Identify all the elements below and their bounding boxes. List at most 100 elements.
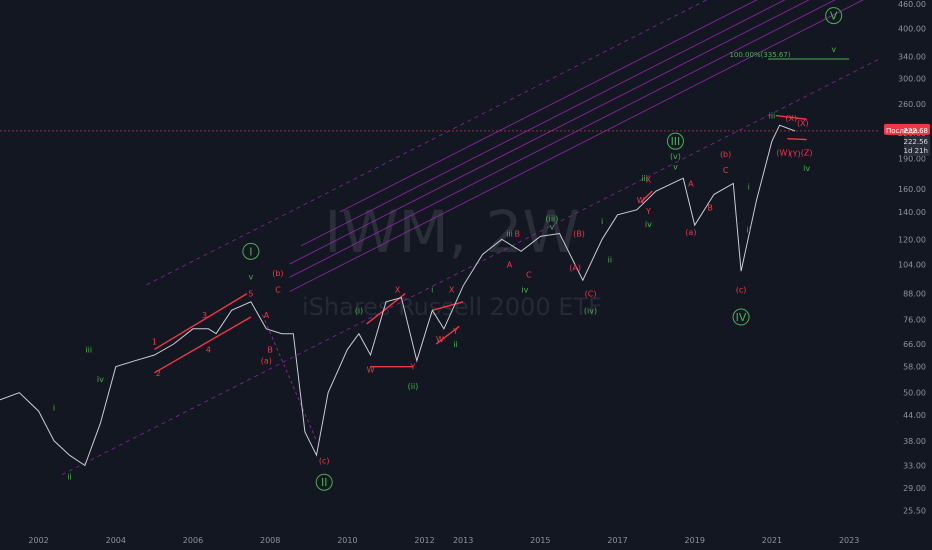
wave-label: 2 — [156, 369, 161, 378]
wave-label: i — [748, 183, 750, 192]
x-tick-label: 2010 — [337, 536, 357, 545]
price-axis[interactable]: 25.50 29.00 33.00 38.00 44.00 50.00 58.00 66.00… — [898, 0, 926, 516]
wave-label: i — [431, 286, 433, 295]
last-price-tag: Последн. 222.68 222.56 1d 21h — [884, 123, 930, 156]
wave-label: (X) — [785, 114, 797, 123]
wave-label: IV — [736, 311, 747, 324]
wave-label: (iii) — [545, 215, 558, 224]
red-trend-line — [787, 138, 807, 141]
target-label: 100.00%(335.67) — [729, 51, 790, 59]
channel-lines — [61, 0, 881, 476]
wave-label: C — [275, 286, 281, 295]
y-tick-label: 88.00 — [903, 290, 926, 299]
y-tick-label: 160.00 — [898, 185, 926, 194]
wave-label: C — [723, 166, 729, 175]
x-tick-label: 2013 — [453, 536, 473, 545]
x-tick-label: 2023 — [839, 536, 859, 545]
wave-label: X — [646, 175, 652, 184]
wave-label: iv — [803, 164, 810, 173]
wave-label: III — [671, 135, 681, 148]
wave-circle — [315, 473, 333, 491]
wave-label: (Z) — [801, 148, 813, 157]
last-price-tag-label: Последн. — [886, 127, 920, 135]
wave-label: 3 — [202, 311, 207, 320]
upper-dashed-channel — [146, 0, 708, 286]
wave-label: V — [830, 10, 838, 23]
x-tick-label: 2019 — [685, 536, 705, 545]
wave-label: iv — [97, 375, 104, 384]
wave-label: ii — [747, 225, 751, 234]
wave-label: v — [831, 45, 836, 54]
wave-label: iii — [641, 174, 648, 183]
wave-label: Y — [452, 327, 458, 336]
wave-circle — [825, 7, 843, 25]
y-tick-label: 140.00 — [898, 208, 926, 217]
wave-label: ii — [67, 472, 71, 481]
red-trend-line — [154, 293, 248, 351]
x-tick-label: 2004 — [106, 536, 126, 545]
lower-dashed-channel — [61, 58, 881, 476]
channel-line-d — [300, 0, 786, 247]
close-price-value: 222.56 — [904, 138, 929, 146]
wave-label: II — [321, 476, 328, 489]
wave-label: I — [249, 245, 252, 258]
channel-line-a — [289, 0, 864, 293]
red-trend-line — [435, 325, 460, 345]
wave-label: (v) — [670, 152, 681, 161]
wave-label: 5 — [248, 290, 253, 299]
wave-label: C — [526, 271, 532, 280]
x-tick-label: 2021 — [762, 536, 782, 545]
wave-label: X — [449, 286, 455, 295]
x-tick-label: 2002 — [28, 536, 48, 545]
wave-circle — [242, 242, 260, 260]
price-series-line — [0, 124, 796, 467]
y-tick-label: 76.00 — [903, 315, 926, 324]
y-tick-label: 44.00 — [903, 411, 926, 420]
wave-label: iii — [506, 230, 513, 239]
wave-label: W — [367, 366, 375, 375]
x-tick-label: 2008 — [260, 536, 280, 545]
wave-label: Y — [645, 207, 651, 216]
y-tick-label: 29.00 — [903, 484, 926, 493]
wave-label: B — [267, 345, 273, 354]
red-trend-line — [775, 114, 807, 120]
wave-label: 1 — [152, 337, 157, 346]
y-tick-label: 50.00 — [903, 389, 926, 398]
wave-label: (X) — [797, 119, 809, 128]
wave-label: (b) — [720, 150, 731, 159]
wave-label: (ii) — [408, 382, 419, 391]
channel-line-e — [339, 0, 758, 213]
wave-label: A — [264, 311, 270, 320]
wave-label: (i) — [355, 306, 363, 315]
time-axis[interactable]: 2002 2004 2006 2008 2010 2012 2013 2015 2017 2019… — [28, 536, 859, 545]
x-tick-label: 2012 — [414, 536, 434, 545]
wave-label: v — [550, 223, 555, 232]
wave-label: (W) — [776, 148, 790, 157]
wave-label: A — [507, 260, 513, 269]
wave-label: X — [395, 286, 401, 295]
y-tick-label: 66.00 — [903, 340, 926, 349]
y-tick-label: 120.00 — [898, 235, 926, 244]
wave-label: W — [637, 196, 645, 205]
wave-label: Y — [410, 363, 416, 372]
wave-label: iii — [85, 345, 92, 354]
target-projection: 100.00%(335.67) — [729, 51, 850, 60]
wave-label: (A) — [569, 264, 581, 273]
wave-label: ii — [453, 340, 457, 349]
wave-label: (c) — [736, 286, 747, 295]
y-tick-label: 300.00 — [898, 75, 926, 84]
wave-label: (a) — [685, 228, 696, 237]
last-price-tag-value: 222.68 — [904, 127, 929, 135]
drop-dashed-line — [262, 314, 317, 441]
channel-line-c — [289, 0, 810, 265]
wave-label: iii — [769, 112, 776, 121]
wave-label: B — [707, 203, 713, 212]
wave-label: (c) — [319, 456, 330, 465]
x-tick-label: 2006 — [183, 536, 203, 545]
red-trend-line — [154, 316, 252, 374]
wave-label: iv — [521, 286, 528, 295]
wave-label: (a) — [261, 357, 272, 366]
y-tick-label: 400.00 — [898, 24, 926, 33]
wave-circle — [732, 308, 750, 326]
